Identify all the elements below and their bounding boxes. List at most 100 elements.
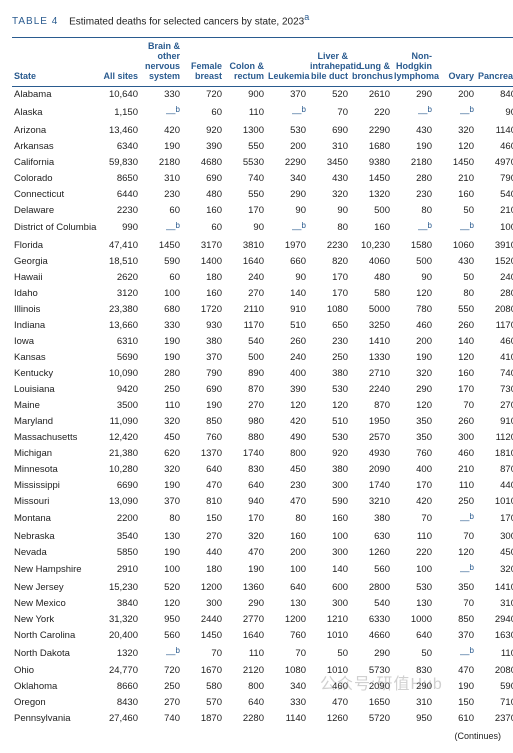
- value-cell: 420: [392, 493, 434, 509]
- table-row: Illinois23,38068017202110910108050007805…: [12, 301, 513, 317]
- value-cell: 150: [182, 509, 224, 528]
- value-cell: 380: [308, 365, 350, 381]
- value-cell: 380: [182, 333, 224, 349]
- value-cell: 170: [308, 269, 350, 285]
- value-cell: 2280: [224, 711, 266, 727]
- value-cell: 410: [476, 349, 513, 365]
- value-cell: 210: [434, 170, 476, 186]
- value-cell: 160: [182, 202, 224, 218]
- col-header: All sites: [98, 38, 140, 87]
- value-cell: 270: [224, 285, 266, 301]
- table-row: Georgia18,510590140016406608204060500430…: [12, 253, 513, 269]
- value-cell: —b: [266, 218, 308, 237]
- value-cell: 110: [224, 103, 266, 122]
- value-cell: 6330: [350, 612, 392, 628]
- table-row: Arizona13,460420920130053069022904303201…: [12, 122, 513, 138]
- value-cell: 1170: [224, 317, 266, 333]
- value-cell: 250: [434, 493, 476, 509]
- table-row: Delaware22306016017090905008050210100: [12, 202, 513, 218]
- state-cell: New Hampshire: [12, 560, 98, 579]
- value-cell: 23,380: [98, 301, 140, 317]
- state-cell: Nebraska: [12, 528, 98, 544]
- value-cell: 70: [182, 644, 224, 663]
- value-cell: 380: [350, 509, 392, 528]
- value-cell: 1720: [182, 301, 224, 317]
- state-cell: Delaware: [12, 202, 98, 218]
- value-cell: 2800: [350, 580, 392, 596]
- value-cell: 70: [308, 103, 350, 122]
- value-cell: 6690: [98, 477, 140, 493]
- value-cell: 250: [140, 381, 182, 397]
- value-cell: 2710: [350, 365, 392, 381]
- value-cell: 120: [266, 397, 308, 413]
- value-cell: 1580: [392, 237, 434, 253]
- value-cell: 50: [392, 644, 434, 663]
- value-cell: 8660: [98, 679, 140, 695]
- value-cell: 230: [308, 333, 350, 349]
- value-cell: 300: [182, 596, 224, 612]
- table-row: Ohio24,770720167021201080101057308304702…: [12, 663, 513, 679]
- value-cell: 21,380: [98, 445, 140, 461]
- state-cell: Kentucky: [12, 365, 98, 381]
- value-cell: 2230: [98, 202, 140, 218]
- value-cell: 810: [182, 493, 224, 509]
- value-cell: 13,660: [98, 317, 140, 333]
- value-cell: 1210: [308, 612, 350, 628]
- value-cell: 12,420: [98, 429, 140, 445]
- state-cell: Maryland: [12, 413, 98, 429]
- value-cell: 280: [392, 170, 434, 186]
- value-cell: 90: [476, 103, 513, 122]
- table-row: Michigan21,38062013701740800920493076046…: [12, 445, 513, 461]
- value-cell: 6440: [98, 186, 140, 202]
- value-cell: 20,400: [98, 628, 140, 644]
- state-cell: Louisiana: [12, 381, 98, 397]
- value-cell: 470: [434, 663, 476, 679]
- value-cell: 380: [308, 461, 350, 477]
- value-cell: 70: [434, 528, 476, 544]
- value-cell: 5000: [350, 301, 392, 317]
- value-cell: 6340: [98, 138, 140, 154]
- value-cell: 110: [392, 528, 434, 544]
- value-cell: 1450: [434, 154, 476, 170]
- value-cell: 230: [392, 186, 434, 202]
- value-cell: 350: [434, 580, 476, 596]
- value-cell: 720: [140, 663, 182, 679]
- value-cell: 550: [224, 186, 266, 202]
- state-cell: Idaho: [12, 285, 98, 301]
- value-cell: 190: [392, 138, 434, 154]
- value-cell: 170: [308, 285, 350, 301]
- value-cell: 550: [434, 301, 476, 317]
- value-cell: 370: [140, 493, 182, 509]
- value-cell: 850: [434, 612, 476, 628]
- value-cell: 370: [182, 349, 224, 365]
- value-cell: 490: [266, 429, 308, 445]
- value-cell: 300: [308, 477, 350, 493]
- value-cell: 1630: [476, 628, 513, 644]
- value-cell: 160: [434, 186, 476, 202]
- state-cell: Nevada: [12, 544, 98, 560]
- value-cell: 4970: [476, 154, 513, 170]
- value-cell: 1680: [350, 138, 392, 154]
- value-cell: 1970: [266, 237, 308, 253]
- value-cell: 190: [140, 477, 182, 493]
- value-cell: 1260: [308, 711, 350, 727]
- value-cell: 740: [224, 170, 266, 186]
- state-cell: Hawaii: [12, 269, 98, 285]
- value-cell: 210: [476, 202, 513, 218]
- state-cell: Connecticut: [12, 186, 98, 202]
- value-cell: 1360: [224, 580, 266, 596]
- value-cell: 100: [476, 218, 513, 237]
- value-cell: 530: [392, 580, 434, 596]
- value-cell: 8650: [98, 170, 140, 186]
- table-row: Minnesota10,2803206408304503802090400210…: [12, 461, 513, 477]
- table-body: Alabama10,640330720900370520261029020084…: [12, 86, 513, 726]
- value-cell: 740: [140, 711, 182, 727]
- value-cell: 160: [350, 218, 392, 237]
- value-cell: 830: [224, 461, 266, 477]
- value-cell: 740: [476, 365, 513, 381]
- state-cell: Massachusetts: [12, 429, 98, 445]
- value-cell: 1450: [350, 170, 392, 186]
- value-cell: 5730: [350, 663, 392, 679]
- value-cell: 310: [476, 596, 513, 612]
- value-cell: 1060: [434, 237, 476, 253]
